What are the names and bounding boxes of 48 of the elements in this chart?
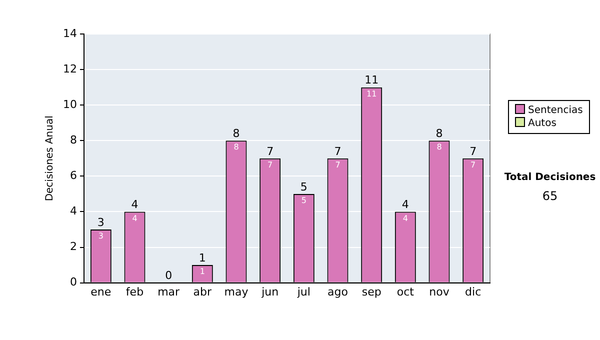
data-label: 1 <box>200 267 205 276</box>
total-label: 1 <box>198 251 206 264</box>
text: Total Decisiones <box>503 172 597 183</box>
total-label: 4 <box>131 198 138 212</box>
y-tick-label: 0 <box>70 276 77 289</box>
legend-label: Sentencias <box>527 104 583 117</box>
x-tick-label: jul <box>296 285 310 298</box>
legend-label: Autos <box>527 117 558 130</box>
data-label: 8 <box>436 142 442 152</box>
total-label: 11 <box>364 74 379 87</box>
data-label: 5 <box>301 196 306 206</box>
x-tick-label: oct <box>396 285 415 298</box>
x-tick-label: abr <box>193 285 212 298</box>
total-label: 0 <box>165 269 172 282</box>
data-label: 7 <box>470 160 476 170</box>
y-tick-label: 14 <box>62 26 77 40</box>
y-tick-label: 12 <box>62 62 77 76</box>
y-tick-label: 6 <box>70 169 77 182</box>
y-tick-label: 4 <box>70 204 77 218</box>
x-tick-label: may <box>224 285 249 298</box>
data-label: 7 <box>335 160 340 170</box>
y-axis-title: Decisiones Anual <box>44 116 56 202</box>
y-tick-label: 2 <box>70 240 77 254</box>
x-tick-label: jun <box>260 285 279 298</box>
total-label: 8 <box>436 126 443 140</box>
x-tick-label: mar <box>158 285 180 298</box>
total-label: 8 <box>232 126 240 140</box>
total-label: 3 <box>97 216 104 229</box>
x-tick-label: ene <box>90 285 112 298</box>
x-tick-label: feb <box>126 285 144 298</box>
total-label: 4 <box>402 198 409 212</box>
y-tick-label: 10 <box>62 98 77 111</box>
y-tick-label: 8 <box>70 133 77 146</box>
data-label: 11 <box>366 89 377 98</box>
x-tick-label: sep <box>362 285 382 298</box>
data-label: 7 <box>268 160 273 170</box>
data-label: 8 <box>234 142 239 152</box>
data-label: 3 <box>98 232 104 241</box>
x-tick-label: nov <box>429 285 450 298</box>
x-tick-label: dic <box>465 285 482 298</box>
data-label: 4 <box>402 214 408 223</box>
data-label: 4 <box>132 214 138 223</box>
total-label: 7 <box>266 144 274 158</box>
text: 65 <box>541 189 559 203</box>
total-label: 5 <box>300 180 308 194</box>
x-tick-label: ago <box>328 285 348 298</box>
total-label: 7 <box>470 144 477 158</box>
total-label: 7 <box>334 144 342 158</box>
